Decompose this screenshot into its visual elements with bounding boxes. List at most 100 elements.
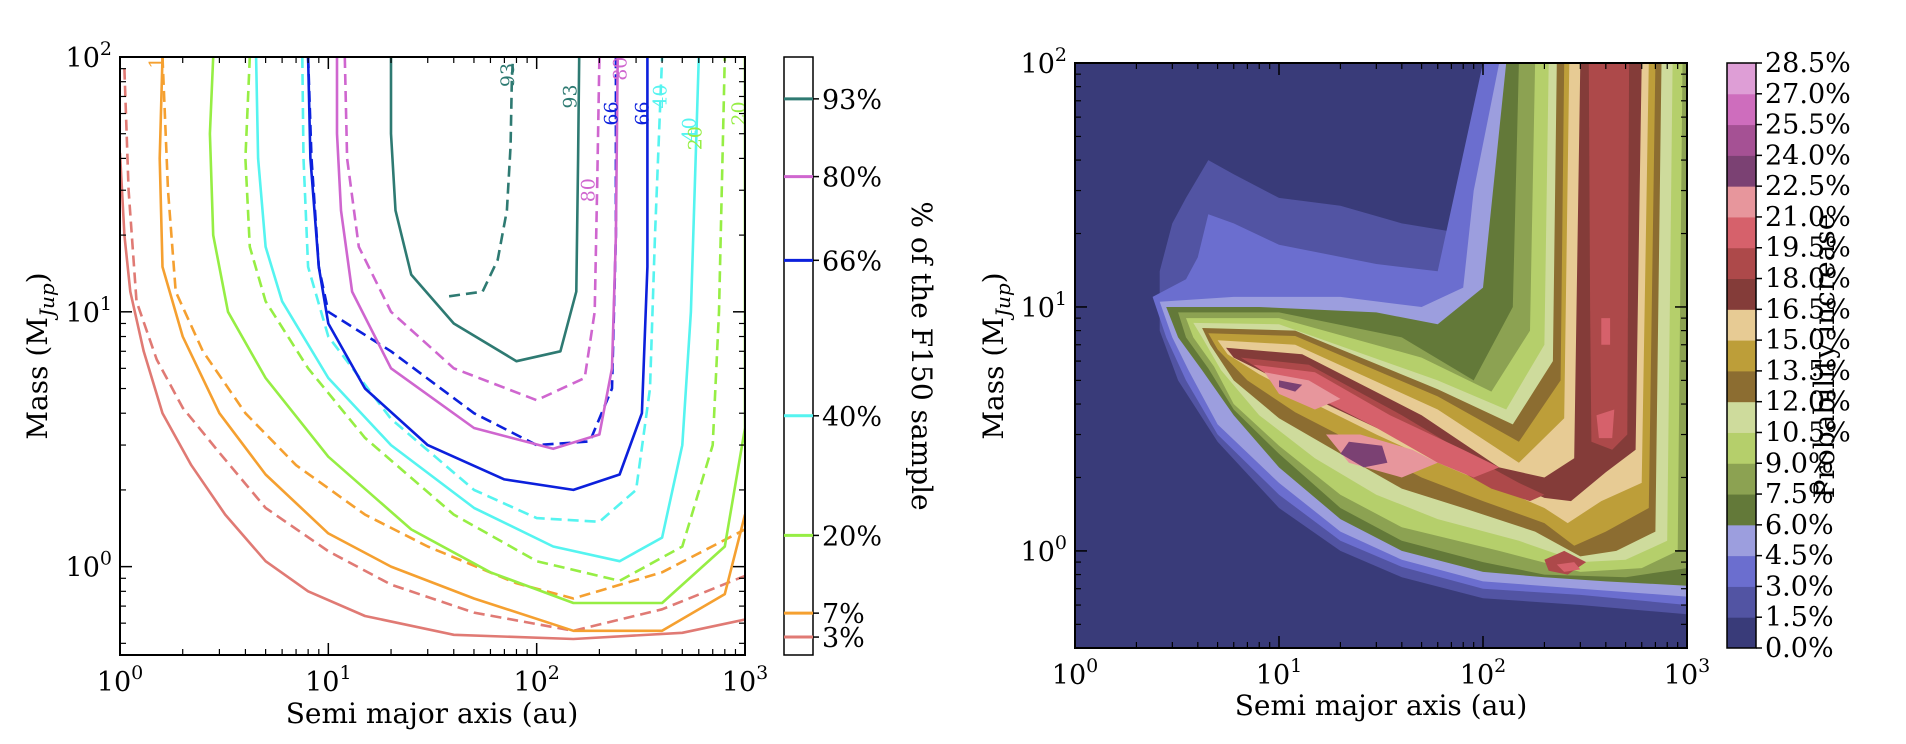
left-contour-lines [120,57,745,641]
contour-inline-label: 20 [685,126,707,150]
filled-contour-15 [1217,63,1649,524]
right-axes-frame [1074,62,1688,649]
contour-inline-label: 66 [632,101,654,125]
right-filled-contour-panel: 100 101 102 103 100 101 102 Semi major axis (a… [977,44,1851,722]
contour-line-20-dashed [244,57,727,583]
right-colorbar-band-22.5 [1727,155,1756,187]
right-colorbar-band-12 [1727,370,1756,403]
right-y-tick-label: 100 [1021,532,1067,568]
contour-line-40-solid [254,57,701,563]
contour-inline-label: 66 [601,101,623,125]
right-colorbar-tick-label: 25.5% [1765,110,1851,141]
contour-line-93-solid [389,57,581,363]
right-colorbar-band-7.5 [1727,463,1756,495]
right-y-tick-label: 102 [1021,44,1067,80]
filled-contour-19.5 [1556,562,1581,572]
contour-inline-label: 40 [679,117,701,141]
right-colorbar-tick-label: 21.0% [1765,202,1851,233]
contour-inline-label: 80 [578,178,600,202]
right-colorbar-band-24 [1727,124,1756,156]
right-colorbar-band-16.5 [1727,278,1756,310]
right-colorbar-tick-label: 4.5% [1765,541,1834,572]
right-colorbar-tick-label: 7.5% [1765,479,1834,510]
left-colorbar-tick-label: 3% [822,623,865,654]
right-colorbar-tick-label: 12.0% [1765,387,1851,418]
left-colorbar-tick-label: 40% [822,402,882,433]
right-colorbar-tick-label: 9.0% [1765,448,1834,479]
right-colorbar: 0.0%1.5%3.0%4.5%6.0%7.5%9.0%10.5%12.0%13… [1726,48,1851,664]
contour-line-66-solid [306,57,649,492]
right-colorbar-band-13.5 [1727,340,1756,372]
contour-line-7-dashed [161,57,745,600]
filled-contour-19.5 [1601,318,1611,345]
filled-contour-13.5 [1208,63,1656,546]
right-colorbar-tick-label: 0.0% [1765,633,1834,664]
left-colorbar-tick-label: 7% [822,599,865,630]
right-colorbar-tick-label: 3.0% [1765,571,1834,602]
contour-line-20-solid [208,57,745,605]
right-colorbar-tick-label: 24.0% [1765,140,1851,171]
left-x-axis-label: Semi major axis (au) [286,697,579,730]
filled-contour-19.5 [1596,409,1615,439]
left-colorbar-levels: 3%7% 20% 40% 66% 80% 93% [784,85,882,654]
filled-contour-18 [1588,63,1630,450]
right-filled-contours [1075,63,1687,648]
left-colorbar-tick-label: 66% [822,246,882,277]
right-colorbar-tick-label: 6.0% [1765,510,1834,541]
right-colorbar-band-10.5 [1727,401,1756,433]
right-colorbar-tick-label: 15.0% [1765,325,1851,356]
right-x-tick-label: 102 [1460,655,1506,691]
left-colorbar [783,56,814,656]
right-colorbar-band-27 [1727,63,1756,95]
right-y-tick-label: 101 [1021,288,1067,324]
left-y-tick-label: 101 [66,293,112,329]
left-colorbar-tick-label: 20% [822,521,882,552]
right-x-tick-label: 101 [1256,655,1302,691]
contour-line-40-dashed [301,57,664,524]
right-colorbar-band-25.5 [1727,93,1756,126]
right-colorbar-band-9 [1727,432,1756,464]
right-colorbar-tick-label: 13.5% [1765,356,1851,387]
left-x-tick-label: 102 [513,662,559,698]
right-colorbar-tick-label: 1.5% [1765,602,1834,633]
right-colorbar-tick-label: 18.0% [1765,264,1851,295]
right-colorbar-band-15 [1727,309,1756,341]
right-colorbar-band-21 [1727,186,1756,218]
right-colorbar-tick-label: 22.5% [1765,171,1851,202]
contour-inline-label: 40 [650,84,672,108]
right-x-tick-label: 100 [1052,655,1098,691]
contour-inline-label: 1 [146,57,168,69]
left-colorbar-tick-label: 93% [822,85,882,116]
contour-line-3-solid [120,152,745,641]
right-colorbar-band-6 [1727,494,1756,526]
right-colorbar-band-4.5 [1727,524,1756,557]
right-axis-ticks: 100 101 102 103 100 101 102 [1021,44,1711,691]
left-x-tick-label: 103 [722,662,768,698]
contour-inline-label: 93 [497,63,519,87]
left-x-tick-label: 101 [305,662,351,698]
contour-line-3-dashed [123,68,745,633]
right-colorbar-band-3 [1727,555,1756,587]
filled-contour-22.5 [1340,441,1388,468]
filled-contour-22.5 [1279,380,1303,392]
left-y-tick-label: 100 [66,548,112,584]
left-x-tick-label: 100 [97,662,143,698]
right-colorbar-frame [1726,62,1757,649]
contour-line-7-solid [158,57,745,633]
contour-inline-label: 93 [559,84,581,108]
right-colorbar-label: Probability increase [1808,214,1841,499]
right-colorbar-tick-label: 19.5% [1765,233,1851,264]
contour-line-93-dashed [448,57,515,298]
right-colorbar-tick-label: 10.5% [1765,417,1851,448]
right-colorbar-band-0 [1727,617,1756,649]
right-colorbar-tick-label: 16.5% [1765,294,1851,325]
right-colorbar-band-18 [1727,247,1756,280]
right-colorbar-tick-label: 27.0% [1765,79,1851,110]
left-axes-frame [119,56,746,656]
contour-line-80-solid [335,57,619,451]
right-colorbar-band-1.5 [1727,586,1756,618]
left-y-axis-label: Mass (MJup) [21,272,59,439]
